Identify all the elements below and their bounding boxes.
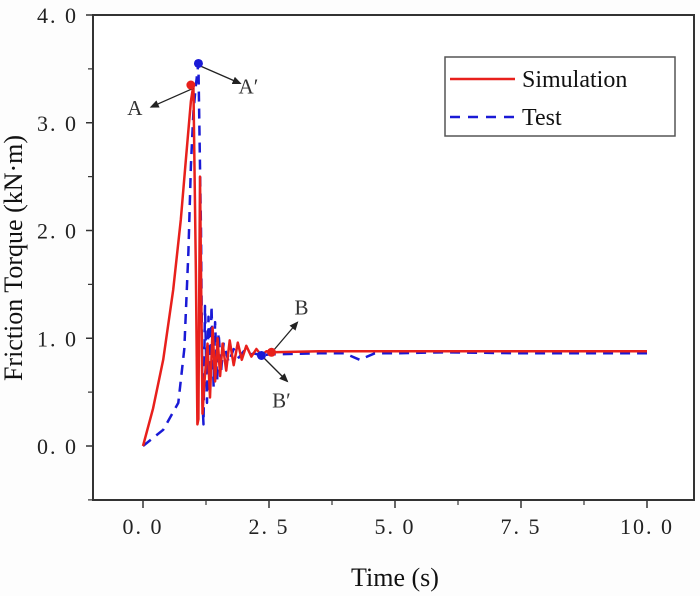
x-tick-label: 7. 5 — [501, 514, 542, 539]
y-tick-label: 2. 0 — [37, 219, 78, 244]
x-tick-label: 2. 5 — [249, 514, 290, 539]
y-tick-label: 0. 0 — [37, 434, 78, 459]
annotation-arrow — [263, 358, 289, 383]
legend-box — [444, 56, 676, 137]
legend-label-test: Test — [522, 105, 562, 131]
y-axis: 0. 0 1. 0 2. 0 3. 0 4. 0 — [37, 3, 93, 501]
annotation-point — [186, 80, 196, 90]
annotation-arrow — [201, 65, 242, 85]
annotation-label: A′ — [239, 74, 259, 98]
annotation-label: B — [295, 295, 309, 319]
x-axis-title: Time (s) — [351, 563, 439, 592]
annotation-point — [193, 58, 203, 68]
annotation-point — [256, 350, 266, 360]
y-axis-title: Friction Torque (kN·m) — [0, 135, 28, 381]
legend: Simulation Test — [444, 56, 676, 137]
y-tick-label: 3. 0 — [37, 111, 78, 136]
x-tick-label: 10. 0 — [620, 514, 674, 539]
y-tick-label: 4. 0 — [37, 3, 78, 28]
annotation-label: A — [127, 96, 143, 120]
annotations-group: A A′ B B′ — [127, 58, 309, 412]
y-tick-label: 1. 0 — [37, 326, 78, 351]
annotation-arrow — [274, 321, 299, 350]
annotation-label: B′ — [272, 388, 291, 412]
x-axis: 0. 0 2. 5 5. 0 7. 5 10. 0 — [123, 500, 674, 539]
annotation-arrow — [149, 87, 195, 108]
annotation-point — [267, 347, 277, 357]
x-tick-label: 5. 0 — [375, 514, 416, 539]
x-tick-label: 0. 0 — [123, 514, 164, 539]
legend-label-simulation: Simulation — [522, 67, 627, 93]
